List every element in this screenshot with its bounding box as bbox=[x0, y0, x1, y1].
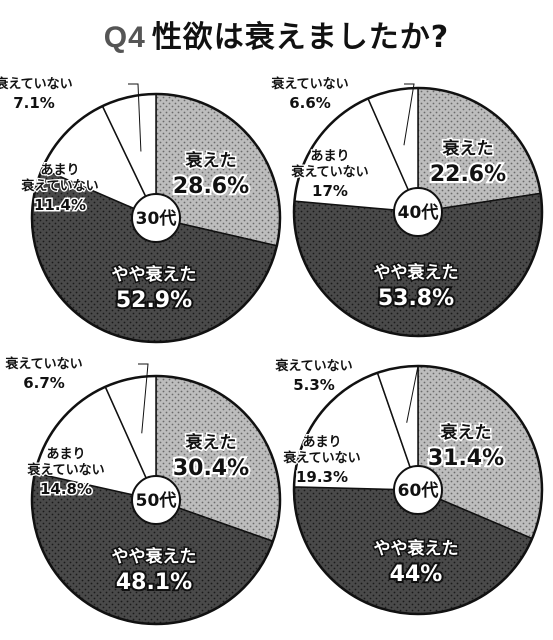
slice-value: 48.1% bbox=[116, 570, 192, 595]
center-badge bbox=[393, 187, 443, 237]
slice-value: 30.4% bbox=[173, 456, 249, 481]
slice-value: 22.6% bbox=[430, 162, 506, 187]
question-text: 性欲は衰えましたか? bbox=[151, 20, 450, 55]
pie-outline bbox=[30, 374, 282, 626]
pie-chart-3: 衰えた31.4%やや衰えた44%あまり衰えていない19.3%衰えていない5.3%… bbox=[273, 357, 544, 616]
slice-name: あまり bbox=[46, 447, 85, 462]
slice-name: 衰えた bbox=[442, 138, 494, 159]
slice-value: 17% bbox=[312, 182, 348, 200]
slice-name: 衰えていない bbox=[282, 450, 360, 466]
slice-label: 衰えた 28.6% bbox=[171, 149, 251, 202]
slice-name: 衰えていない bbox=[290, 164, 368, 180]
slice-label: やや衰えた 52.9% bbox=[110, 263, 198, 316]
slice-name: あまり bbox=[40, 163, 79, 178]
pie-chart-2: 衰えた30.4%やや衰えた48.1%あまり衰えていない14.8%衰えていない6.… bbox=[3, 355, 282, 626]
slice-value: 52.9% bbox=[116, 288, 192, 313]
slice-value: 5.3% bbox=[293, 376, 335, 394]
pie-outline bbox=[30, 92, 282, 344]
center-badge bbox=[131, 475, 181, 525]
slice-name: 衰えていない bbox=[20, 178, 98, 194]
slice-label: 衰えていない 6.7% bbox=[3, 355, 84, 394]
slice-name: やや衰えた bbox=[112, 546, 197, 567]
center-badge bbox=[131, 193, 181, 243]
slice-value: 19.3% bbox=[296, 468, 348, 486]
slice-name: やや衰えた bbox=[374, 262, 459, 283]
leader-line bbox=[138, 363, 149, 434]
pie-outline bbox=[292, 86, 544, 338]
leader-line bbox=[128, 83, 142, 152]
slice-name: 衰えていない bbox=[4, 356, 82, 372]
slice-value: 6.6% bbox=[289, 94, 331, 112]
slice-label: 衰えた 30.4% bbox=[171, 431, 251, 484]
slice-name: 衰えていない bbox=[270, 76, 348, 92]
slice-name: 衰えた bbox=[185, 432, 237, 453]
slice-label: 衰えていない 6.6% bbox=[269, 75, 350, 114]
question-number: Q4 bbox=[103, 21, 146, 54]
slice-value: 14.8% bbox=[40, 480, 92, 498]
center-label: 50代 bbox=[136, 490, 177, 511]
slice-name: やや衰えた bbox=[112, 264, 197, 285]
slice-label: 衰えた 22.6% bbox=[428, 137, 508, 190]
slice-name: あまり bbox=[310, 149, 349, 164]
leader-line bbox=[403, 83, 415, 146]
slice-value: 6.7% bbox=[23, 374, 65, 392]
slice-label: 衰えていない 7.1% bbox=[0, 75, 74, 114]
slice-name: 衰えていない bbox=[0, 76, 73, 92]
slice-name: あまり bbox=[302, 435, 341, 450]
slice-label: やや衰えた 44% bbox=[372, 537, 460, 590]
slice-name: 衰えた bbox=[185, 150, 237, 171]
slice-value: 31.4% bbox=[428, 446, 504, 471]
slice-value: 44% bbox=[390, 562, 443, 587]
slice-name: 衰えた bbox=[440, 422, 492, 443]
center-label: 30代 bbox=[136, 208, 177, 229]
slice-name: 衰えていない bbox=[274, 358, 352, 374]
slice-label: やや衰えた 48.1% bbox=[110, 545, 198, 598]
slice-label: やや衰えた 53.8% bbox=[372, 261, 460, 314]
slice-name: やや衰えた bbox=[374, 538, 459, 559]
pie-chart-0: 衰えた28.6%やや衰えた52.9%あまり衰えていない11.4%衰えていない7.… bbox=[0, 75, 282, 344]
slice-value: 53.8% bbox=[378, 286, 454, 311]
slice-label: 衰えた 31.4% bbox=[426, 421, 506, 474]
center-label: 60代 bbox=[398, 480, 439, 501]
center-label: 40代 bbox=[398, 202, 439, 223]
slice-value: 11.4% bbox=[34, 196, 86, 214]
leader-line bbox=[406, 365, 419, 423]
slice-label: 衰えていない 5.3% bbox=[273, 357, 354, 396]
slice-value: 7.1% bbox=[13, 94, 55, 112]
pie-chart-1: 衰えた22.6%やや衰えた53.8%あまり衰えていない17%衰えていない6.6%… bbox=[269, 75, 544, 338]
slice-name: 衰えていない bbox=[26, 462, 104, 478]
center-badge bbox=[393, 465, 443, 515]
chart-title: Q4 性欲は衰えましたか? bbox=[0, 12, 553, 56]
slice-value: 28.6% bbox=[173, 174, 249, 199]
